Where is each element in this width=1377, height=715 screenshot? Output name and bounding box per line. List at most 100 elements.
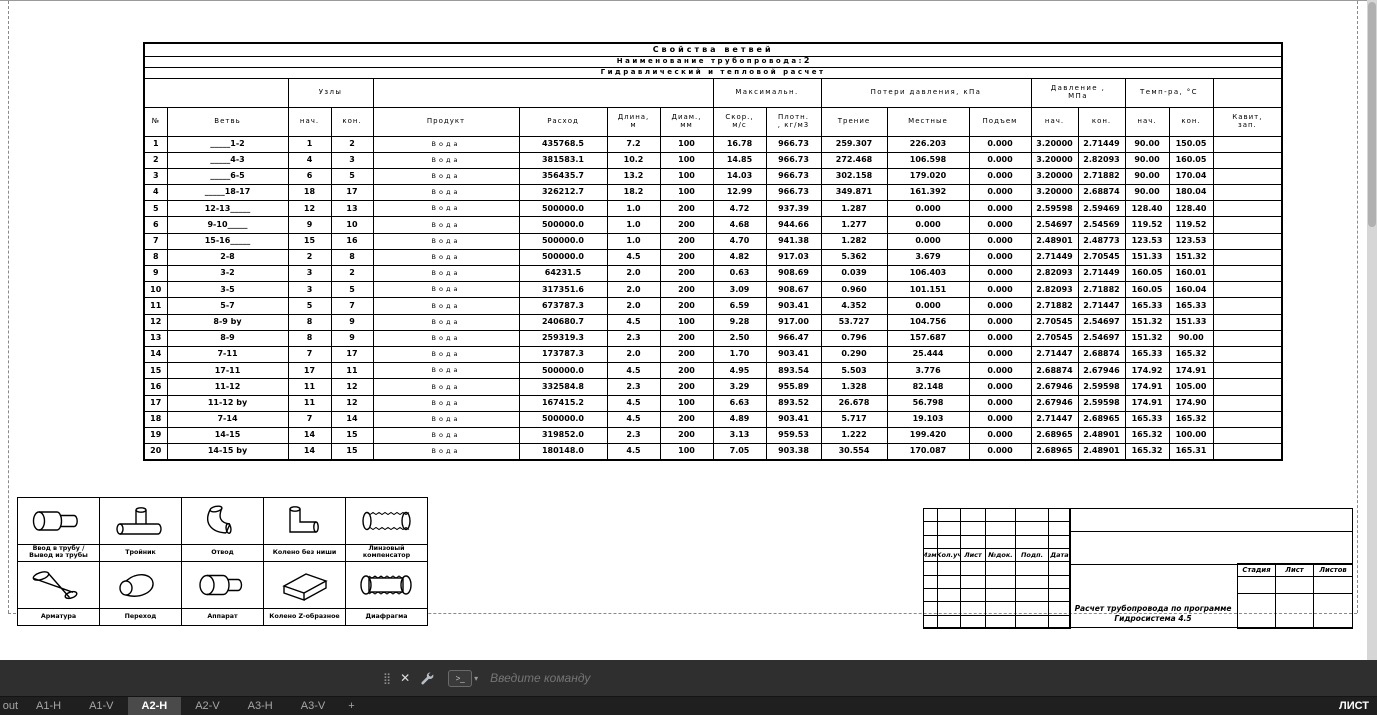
tab-a1-v[interactable]: A1-V bbox=[89, 700, 114, 712]
cell-length: 2.0 bbox=[606, 281, 661, 299]
cell-product: Вода bbox=[372, 248, 520, 267]
stage-header: Стадия bbox=[1237, 563, 1276, 577]
cell-t-start: 151.32 bbox=[1124, 313, 1170, 331]
cell-length: 1.0 bbox=[606, 200, 661, 218]
cell-p-start: 2.82093 bbox=[1030, 281, 1079, 299]
cell-flow: 64231.5 bbox=[518, 264, 608, 283]
cell-p-end: 2.71882 bbox=[1077, 167, 1126, 186]
cell-flow: 240680.7 bbox=[518, 313, 608, 331]
col-header-local: Местные bbox=[886, 106, 970, 137]
tab-a1-h[interactable]: A1-H bbox=[36, 700, 62, 712]
cell-local: 104.756 bbox=[886, 313, 970, 331]
cell-length: 4.5 bbox=[606, 443, 661, 461]
add-layout-tab[interactable]: + bbox=[348, 700, 355, 712]
drag-grip-icon[interactable]: ⣿ bbox=[383, 672, 391, 685]
cell-cavit bbox=[1212, 264, 1283, 283]
cell-speed: 12.99 bbox=[712, 184, 767, 202]
cell-cavit bbox=[1212, 345, 1283, 364]
tab-a3-v[interactable]: A3-V bbox=[300, 700, 326, 712]
tab-a3-h[interactable]: A3-H bbox=[247, 700, 273, 712]
cell-cavit bbox=[1212, 167, 1283, 186]
pipe-inlet-icon bbox=[18, 498, 99, 544]
cell-lift: 0.000 bbox=[968, 167, 1032, 186]
cell-friction: 349.871 bbox=[820, 184, 888, 202]
cell-p-start: 2.54697 bbox=[1030, 216, 1079, 234]
col-header-node-start: нач. bbox=[287, 106, 332, 137]
cell-num: 7 bbox=[143, 232, 168, 250]
rev-cell bbox=[923, 534, 938, 549]
col-header-density: Плотн. , кг/м3 bbox=[765, 106, 822, 137]
cell-speed: 3.13 bbox=[712, 426, 767, 445]
command-input[interactable] bbox=[488, 670, 1089, 686]
valve-icon bbox=[18, 562, 99, 608]
cell-node-end: 16 bbox=[330, 232, 374, 250]
cell-density: 903.41 bbox=[765, 345, 822, 364]
cell-cavit bbox=[1212, 184, 1283, 202]
stage-header: Лист bbox=[1275, 563, 1314, 577]
cell-t-end: 174.91 bbox=[1168, 362, 1214, 380]
rev-cell bbox=[923, 561, 938, 576]
customize-wrench-icon[interactable] bbox=[420, 671, 434, 685]
cell-node-start: 14 bbox=[287, 443, 332, 461]
cell-num: 9 bbox=[143, 264, 168, 283]
cell-branch: 14-15 by bbox=[166, 443, 289, 461]
cell-friction: 1.222 bbox=[820, 426, 888, 445]
cell-node-start: 14 bbox=[287, 426, 332, 445]
rev-cell bbox=[937, 561, 961, 576]
tab-a2-v[interactable]: A2-V bbox=[195, 700, 220, 712]
cell-cavit bbox=[1212, 426, 1283, 445]
cell-lift: 0.000 bbox=[968, 426, 1032, 445]
close-icon[interactable]: ✕ bbox=[400, 671, 411, 685]
cell-t-end: 119.52 bbox=[1168, 216, 1214, 234]
cell-diam: 200 bbox=[659, 200, 714, 218]
cell-branch: 15-16_____ bbox=[166, 232, 289, 250]
rev-cell bbox=[1015, 614, 1049, 629]
table-row: 18 7-14 7 14 Вода 500000.0 4.5 200 4.89 903.41 5.7… bbox=[143, 410, 1283, 428]
legend-label: Диафрагма bbox=[346, 608, 427, 625]
cell-diam: 200 bbox=[659, 410, 714, 428]
cell-flow: 356435.7 bbox=[518, 167, 608, 186]
cell-p-end: 2.67946 bbox=[1077, 362, 1126, 380]
apparatus-icon bbox=[182, 562, 263, 608]
command-prompt-icon[interactable]: >_ bbox=[448, 669, 473, 687]
cell-friction: 1.277 bbox=[820, 216, 888, 234]
cell-density: 959.53 bbox=[765, 426, 822, 445]
cell-local: 106.403 bbox=[886, 264, 970, 283]
bend-icon bbox=[182, 498, 263, 544]
cell-node-end: 2 bbox=[330, 264, 374, 283]
cell-node-end: 2 bbox=[330, 135, 374, 153]
cell-length: 1.0 bbox=[606, 216, 661, 234]
cell-cavit bbox=[1212, 362, 1283, 380]
cell-t-start: 90.00 bbox=[1124, 184, 1170, 202]
rev-cell bbox=[1015, 587, 1049, 603]
group-max: Максимальн. bbox=[712, 77, 822, 108]
tab-a2-h[interactable]: A2-H bbox=[127, 697, 182, 715]
scrollbar-thumb[interactable] bbox=[1368, 2, 1376, 227]
cell-flow: 673787.3 bbox=[518, 297, 608, 315]
layout-mode-indicator[interactable]: ЛИСТ bbox=[1338, 700, 1369, 712]
rev-cell bbox=[1015, 508, 1049, 523]
table-row: 17 11-12 by 11 12 Вода 167415.2 4.5 100 6.63 893.… bbox=[143, 394, 1283, 412]
cell-node-start: 8 bbox=[287, 329, 332, 347]
cell-t-start: 165.33 bbox=[1124, 297, 1170, 315]
cell-node-start: 18 bbox=[287, 184, 332, 202]
rev-cell bbox=[960, 508, 986, 523]
cell-node-end: 9 bbox=[330, 329, 374, 347]
cell-density: 966.73 bbox=[765, 151, 822, 169]
z-elbow-icon bbox=[264, 562, 345, 608]
group-losses: Потери давления, кПа bbox=[820, 77, 1032, 108]
cell-friction: 26.678 bbox=[820, 394, 888, 412]
cell-product: Вода bbox=[372, 135, 520, 153]
cell-node-end: 17 bbox=[330, 184, 374, 202]
cell-density: 893.52 bbox=[765, 394, 822, 412]
cell-p-end: 2.54697 bbox=[1077, 329, 1126, 347]
drawing-canvas[interactable]: Свойства ветвей Наименование трубопровод… bbox=[0, 0, 1367, 660]
vertical-scrollbar[interactable] bbox=[1367, 0, 1377, 660]
cell-num: 19 bbox=[143, 426, 168, 445]
cell-t-end: 151.32 bbox=[1168, 248, 1214, 267]
tab-layout[interactable]: out bbox=[2, 700, 18, 712]
chevron-down-icon[interactable]: ▾ bbox=[474, 673, 479, 683]
layout-tab-bar: out A1-H A1-V A2-H A2-V A3-H A3-V + ЛИСТ bbox=[0, 696, 1377, 715]
cell-t-end: 128.40 bbox=[1168, 200, 1214, 218]
cell-node-start: 3 bbox=[287, 281, 332, 299]
